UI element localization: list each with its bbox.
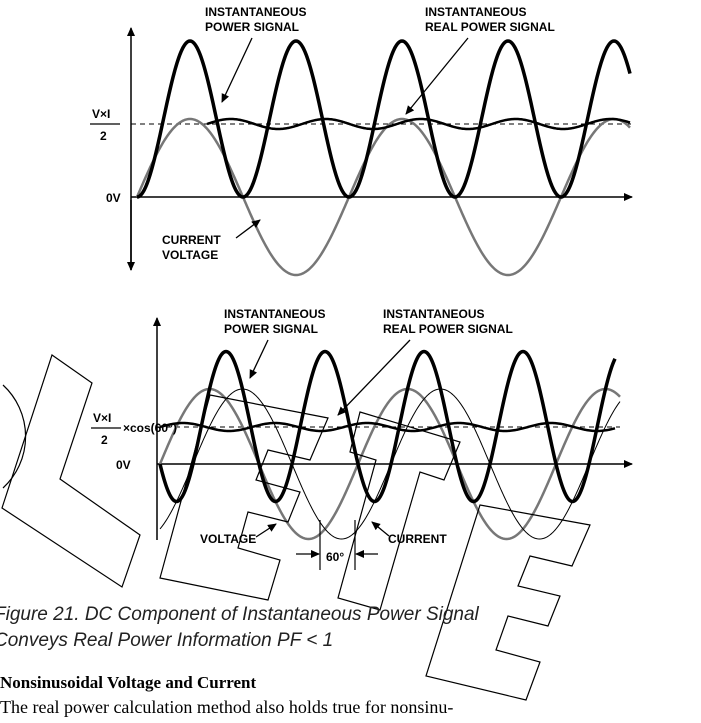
top-real-label-2: REAL POWER SIGNAL [425, 20, 555, 34]
watermark-arc [2, 384, 27, 489]
bottom-ylabel-num: V×I [93, 411, 111, 425]
bottom-real-label-2: REAL POWER SIGNAL [383, 322, 513, 336]
bottom-ylabel-den: 2 [101, 433, 108, 447]
bottom-real-label-1: INSTANTANEOUS [383, 307, 485, 321]
top-real-pointer [405, 37, 469, 115]
bottom-power-label-1: INSTANTANEOUS [224, 307, 326, 321]
watermark-letter-l [1, 354, 141, 588]
bottom-power-pointer [249, 339, 269, 379]
bottom-voltage-curve [158, 387, 621, 541]
bottom-real-power-curve [159, 421, 616, 433]
bottom-zero-label: 0V [116, 458, 131, 472]
watermark-letter-e-2 [425, 504, 591, 701]
bottom-voltage-label: VOLTAGE [200, 532, 256, 546]
phase-label: 60° [326, 550, 344, 564]
top-zero-label: 0V [106, 191, 121, 205]
top-current-voltage-curve [135, 117, 631, 277]
top-ylabel-num: V×I [92, 107, 110, 121]
top-power-label-2: POWER SIGNAL [205, 20, 299, 34]
watermark-letter-e-1 [159, 394, 329, 601]
obsolete-watermark [1, 354, 591, 701]
top-plot: INSTANTANEOUS POWER SIGNAL INSTANTANEOUS… [90, 5, 633, 277]
watermark-letter-t [337, 411, 461, 611]
figure-caption-line-1: Figure 21. DC Component of Instantaneous… [0, 604, 479, 625]
top-cv-pointer [235, 219, 261, 239]
bottom-real-pointer [337, 339, 411, 416]
top-power-label-1: INSTANTANEOUS [205, 5, 307, 19]
bottom-plot: INSTANTANEOUS POWER SIGNAL INSTANTANEOUS… [91, 307, 633, 570]
bottom-ylabel-suffix: ×cos(60°) [123, 421, 177, 435]
top-real-power-curve [206, 117, 631, 131]
section-body-text: The real power calculation method also h… [0, 697, 454, 717]
bottom-voltage-pointer [255, 523, 277, 538]
top-current-label: CURRENT [162, 233, 221, 247]
top-real-label-1: INSTANTANEOUS [425, 5, 527, 19]
bottom-current-label: CURRENT [388, 532, 447, 546]
top-instantaneous-power-curve [136, 39, 632, 199]
section-heading: Nonsinusoidal Voltage and Current [0, 673, 257, 692]
top-ylabel-den: 2 [100, 129, 107, 143]
bottom-power-label-2: POWER SIGNAL [224, 322, 318, 336]
top-power-pointer [221, 37, 253, 103]
bottom-current-pointer [371, 521, 390, 537]
bottom-instantaneous-power-curve [158, 349, 617, 504]
figure-caption-line-2: Conveys Real Power Information PF < 1 [0, 630, 334, 651]
top-voltage-label: VOLTAGE [162, 248, 218, 262]
